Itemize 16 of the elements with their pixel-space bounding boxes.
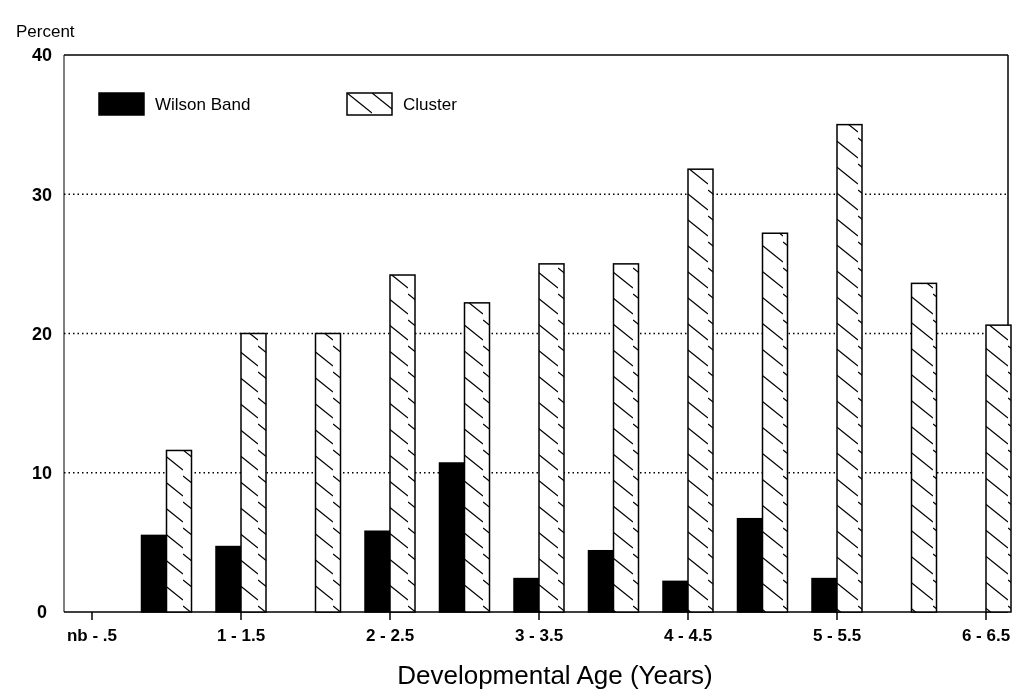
y-tick-label: 40 [31,45,53,66]
x-tick-label: 3 - 3.5 [514,626,564,645]
x-tick-label: 4 - 4.5 [663,626,713,645]
y-tick-label: 10 [31,463,53,484]
legend-label: Wilson Band [155,94,251,114]
x-tick-label: 6 - 6.5 [961,626,1011,645]
y-tick-label: 30 [31,184,53,205]
x-tick-label: 5 - 5.5 [812,626,862,645]
y-tick-label: 20 [31,323,53,344]
x-tick-label: 1 - 1.5 [216,626,266,645]
y-axis-title: Percent [16,22,75,41]
x-tick-label: nb - .5 [66,626,118,645]
y-tick-label: 0 [36,602,48,623]
legend-label: Cluster [403,94,458,114]
x-axis-title: Developmental Age (Years) [397,660,713,690]
x-tick-label: 2 - 2.5 [365,626,415,645]
